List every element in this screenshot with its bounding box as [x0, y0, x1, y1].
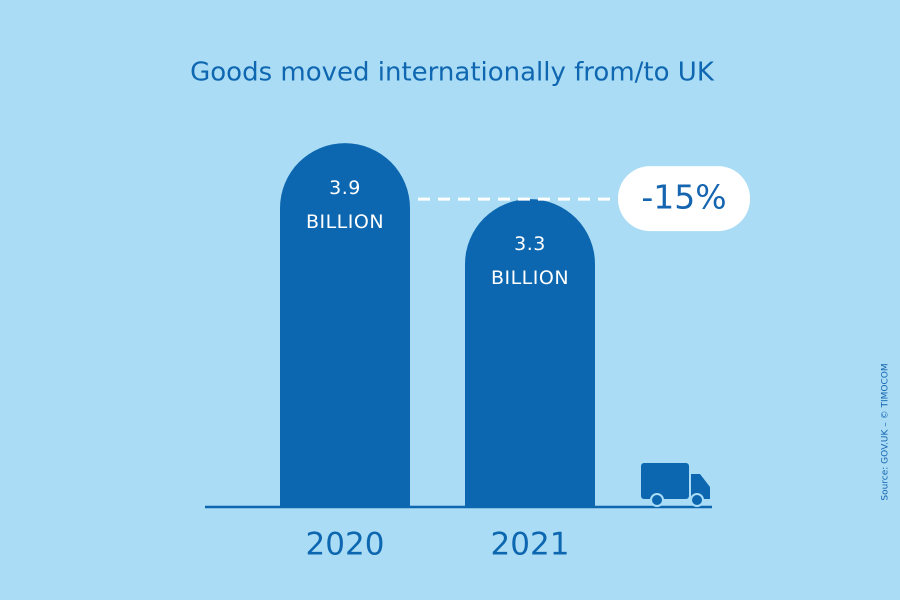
annotation-pill	[618, 166, 750, 232]
x-tick-label: 2020	[306, 527, 385, 563]
x-tick-label: 2021	[491, 527, 570, 563]
bar	[465, 199, 595, 508]
annotation: -15%	[641, 178, 726, 217]
value-label: 3.9 BILLION	[305, 177, 385, 234]
value-label: 3.3 BILLION	[490, 233, 570, 290]
source-note: Source: GOV.UK – © TIMOCOM	[881, 363, 891, 500]
bar	[280, 143, 410, 507]
truck-icon	[641, 463, 710, 507]
chart-title: Goods moved internationally from/to UK	[190, 58, 715, 88]
